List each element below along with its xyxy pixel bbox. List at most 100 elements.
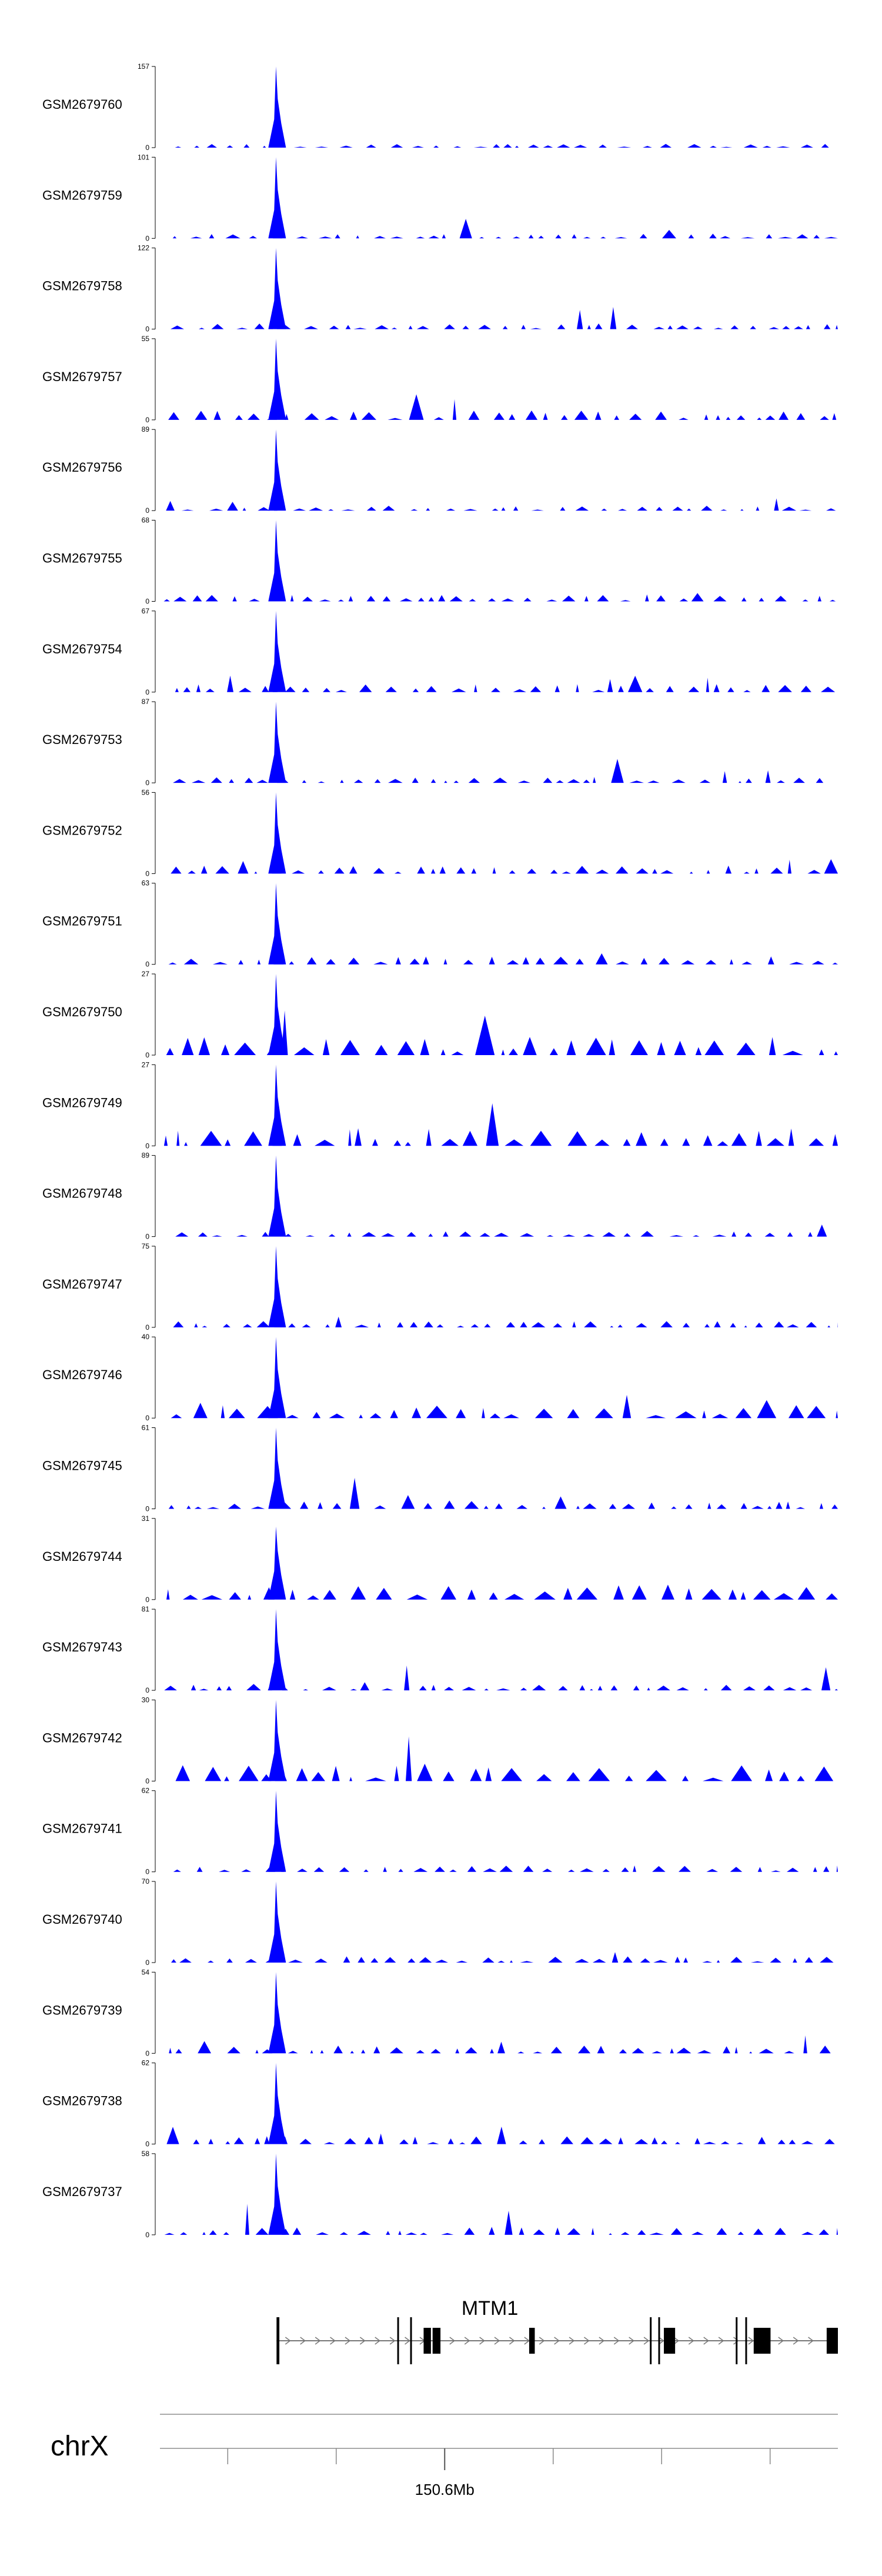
track-label: GSM2679737 xyxy=(42,2184,122,2199)
y-max-label: 56 xyxy=(142,788,150,796)
gene-strand-arrow xyxy=(359,2337,366,2345)
track-label: GSM2679740 xyxy=(42,1912,122,1927)
signal-peak xyxy=(268,702,286,783)
gene-exon xyxy=(736,2317,738,2364)
gene-strand-arrow xyxy=(584,2337,590,2345)
x-tick-label: 150.6Mb xyxy=(415,2481,475,2498)
track-label: GSM2679751 xyxy=(42,914,122,929)
signal-peak xyxy=(268,338,286,420)
signal-peak xyxy=(268,1065,286,1146)
y-min-label: 0 xyxy=(145,869,149,877)
y-max-label: 157 xyxy=(138,62,149,71)
gene-exon xyxy=(658,2317,660,2364)
y-min-label: 0 xyxy=(145,234,149,242)
signal-area xyxy=(160,1477,838,1509)
track-label: GSM2679748 xyxy=(42,1186,122,1201)
signal-area xyxy=(160,1584,838,1600)
signal-peak xyxy=(268,610,286,692)
y-max-label: 67 xyxy=(142,607,150,615)
signal-peak xyxy=(268,1427,286,1509)
signal-area xyxy=(160,2126,838,2144)
signal-peak xyxy=(268,2063,286,2144)
gene-strand-arrow xyxy=(808,2337,814,2345)
track-label: GSM2679756 xyxy=(42,460,122,475)
y-min-label: 0 xyxy=(145,1868,149,1876)
y-min-label: 0 xyxy=(145,688,149,696)
y-min-label: 0 xyxy=(145,2231,149,2239)
y-max-label: 63 xyxy=(142,879,150,887)
gene-exon xyxy=(664,2328,676,2354)
gene-exon xyxy=(397,2317,399,2364)
y-max-label: 54 xyxy=(142,1968,150,1976)
signal-area xyxy=(160,1865,838,1872)
signal-peak xyxy=(268,883,286,965)
chromosome-label: chrX xyxy=(51,2431,109,2462)
y-max-label: 61 xyxy=(142,1424,150,1432)
y-max-label: 70 xyxy=(142,1877,150,1886)
y-max-label: 55 xyxy=(142,335,150,343)
signal-peak xyxy=(268,2153,286,2235)
gene-exon xyxy=(410,2317,412,2364)
track-label: GSM2679744 xyxy=(42,1549,122,1564)
y-min-label: 0 xyxy=(145,144,149,152)
y-max-label: 62 xyxy=(142,2059,150,2067)
gene-strand-arrow xyxy=(778,2337,784,2345)
signal-peak xyxy=(268,1790,286,1872)
signal-peak xyxy=(268,248,286,329)
y-min-label: 0 xyxy=(145,1596,149,1604)
signal-area xyxy=(160,144,838,148)
gene-exon xyxy=(753,2328,771,2354)
gene-exon xyxy=(745,2317,747,2364)
track-label: GSM2679746 xyxy=(42,1367,122,1382)
signal-peak xyxy=(268,429,286,511)
y-max-label: 58 xyxy=(142,2150,150,2158)
y-max-label: 62 xyxy=(142,1787,150,1795)
signal-area xyxy=(160,1394,838,1419)
y-min-label: 0 xyxy=(145,1233,149,1241)
signal-peak xyxy=(268,1246,286,1327)
y-max-label: 40 xyxy=(142,1333,150,1341)
signal-peak xyxy=(268,1881,286,1963)
track-label: GSM2679739 xyxy=(42,2003,122,2017)
y-min-label: 0 xyxy=(145,325,149,333)
gene-strand-arrow xyxy=(345,2337,351,2345)
y-max-label: 87 xyxy=(142,698,150,706)
gene-exon xyxy=(423,2328,431,2354)
signal-peak xyxy=(268,520,286,602)
gene-strand-arrow xyxy=(405,2337,410,2345)
signal-peak xyxy=(268,1609,286,1691)
track-label: GSM2679754 xyxy=(42,642,122,656)
gene-strand-arrow xyxy=(524,2337,530,2345)
y-max-label: 31 xyxy=(142,1514,150,1523)
gene-label: MTM1 xyxy=(462,2297,518,2320)
y-min-label: 0 xyxy=(145,1777,149,1785)
gene-strand-arrow xyxy=(643,2337,650,2345)
gene-strand-arrow xyxy=(479,2337,485,2345)
gene-exon xyxy=(276,2317,280,2364)
gene-strand-arrow xyxy=(569,2337,575,2345)
track-label: GSM2679755 xyxy=(42,551,122,566)
gene-strand-arrow xyxy=(629,2337,634,2345)
signal-peak xyxy=(268,1155,286,1237)
y-max-label: 101 xyxy=(138,153,149,161)
gene-exon xyxy=(432,2328,441,2354)
y-max-label: 68 xyxy=(142,516,150,525)
signal-area xyxy=(160,219,838,239)
gene-strand-arrow xyxy=(389,2337,396,2345)
y-max-label: 89 xyxy=(142,425,150,433)
gene-strand-arrow xyxy=(688,2337,694,2345)
signal-peak xyxy=(268,157,286,239)
y-min-label: 0 xyxy=(145,416,149,424)
y-min-label: 0 xyxy=(145,2140,149,2148)
gene-strand-arrow xyxy=(659,2337,664,2345)
signal-area xyxy=(160,394,838,420)
signal-peak xyxy=(268,1700,286,1781)
y-min-label: 0 xyxy=(145,779,149,787)
track-label: GSM2679741 xyxy=(42,1821,122,1836)
y-min-label: 0 xyxy=(145,506,149,515)
signal-peak xyxy=(268,792,286,874)
signal-area xyxy=(160,306,838,329)
gene-strand-arrow xyxy=(509,2337,515,2345)
gene-strand-arrow xyxy=(733,2337,739,2345)
